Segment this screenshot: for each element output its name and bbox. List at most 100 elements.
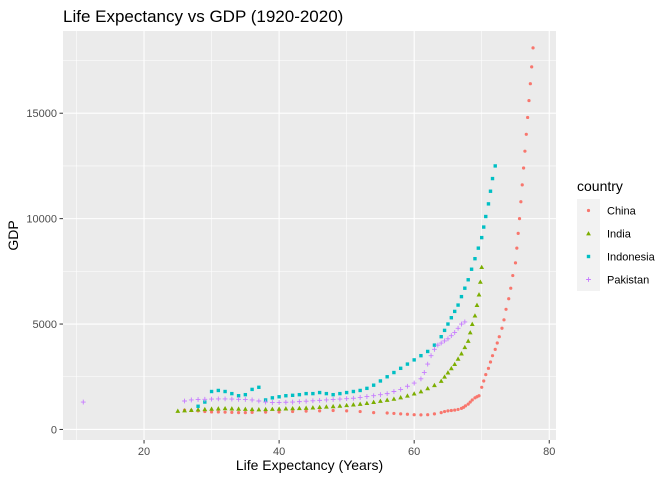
series-india	[175, 264, 485, 413]
data-point	[442, 374, 447, 379]
legend-label: India	[607, 229, 632, 241]
data-point	[477, 394, 481, 398]
data-point	[482, 225, 486, 229]
data-point	[230, 410, 234, 414]
data-point	[269, 406, 275, 411]
data-point	[504, 307, 508, 311]
data-point	[442, 338, 447, 344]
data-point	[385, 375, 389, 379]
data-point	[425, 361, 431, 367]
legend-label: China	[607, 206, 637, 218]
data-point	[216, 410, 220, 414]
data-point	[392, 411, 396, 416]
data-point	[462, 344, 468, 350]
data-point	[530, 65, 534, 69]
data-point	[469, 321, 475, 326]
data-point	[236, 396, 241, 402]
data-point	[425, 385, 431, 391]
data-point	[448, 365, 454, 371]
x-tick-label: 40	[273, 446, 285, 458]
data-point	[419, 413, 423, 417]
data-point	[509, 286, 513, 290]
data-point	[371, 383, 376, 387]
axis-ticks: 20 40 60 80 0 5000 10000 15000	[26, 108, 555, 458]
data-point	[480, 385, 484, 389]
data-point	[523, 149, 527, 153]
data-point	[297, 392, 302, 397]
data-point	[462, 319, 468, 325]
data-point	[337, 403, 343, 408]
data-point	[270, 396, 275, 400]
data-point	[426, 413, 430, 417]
data-point	[242, 397, 248, 402]
data-point	[304, 409, 308, 413]
data-point	[456, 407, 460, 412]
data-point	[449, 316, 454, 320]
data-point	[418, 389, 424, 394]
data-point	[519, 200, 523, 204]
data-point	[468, 400, 472, 404]
data-point	[296, 399, 302, 405]
data-point	[466, 402, 470, 406]
data-point	[490, 354, 495, 358]
x-tick-label: 80	[543, 446, 555, 458]
data-point	[243, 410, 247, 415]
data-point	[290, 399, 296, 405]
data-point	[338, 391, 342, 396]
data-points	[80, 46, 535, 417]
data-point	[479, 264, 485, 270]
data-point	[421, 370, 427, 375]
data-point	[469, 267, 474, 271]
data-point	[432, 412, 437, 416]
data-point	[419, 353, 423, 358]
data-point	[476, 246, 481, 250]
data-point	[455, 356, 461, 361]
data-point	[405, 412, 410, 416]
data-point	[358, 388, 362, 393]
data-point	[242, 406, 248, 411]
data-point	[291, 409, 295, 414]
data-point	[477, 279, 483, 284]
data-point	[264, 410, 268, 414]
y-tick-label: 0	[51, 424, 57, 436]
data-point	[476, 292, 482, 297]
data-point	[263, 406, 269, 412]
data-point	[378, 392, 383, 398]
data-point	[484, 214, 488, 219]
data-point	[466, 278, 470, 282]
data-point	[276, 406, 282, 411]
data-point	[229, 396, 235, 402]
data-point	[276, 400, 282, 405]
data-point	[357, 401, 363, 406]
data-point	[473, 256, 477, 261]
data-point	[358, 409, 362, 414]
data-point	[243, 392, 248, 397]
data-point	[411, 391, 417, 396]
data-point	[182, 408, 187, 413]
data-point	[283, 399, 289, 405]
data-point	[488, 360, 493, 364]
legend-item-pakistan: Pakistan	[577, 268, 649, 291]
series-indonesia	[196, 164, 497, 408]
data-point	[456, 303, 460, 307]
data-point	[236, 410, 241, 415]
data-point	[520, 183, 524, 187]
chart-title: Life Expectancy vs GDP (1920-2020)	[63, 7, 343, 26]
data-point	[250, 410, 254, 414]
data-point	[257, 385, 261, 389]
data-point	[515, 246, 519, 250]
data-point	[418, 376, 424, 382]
data-point	[452, 309, 457, 314]
data-point	[284, 394, 288, 398]
data-point	[344, 396, 350, 402]
data-point	[311, 391, 315, 396]
data-point	[531, 46, 535, 50]
data-point	[263, 399, 269, 405]
data-point	[445, 336, 451, 342]
data-point	[412, 358, 416, 362]
data-point	[345, 409, 349, 413]
data-point	[463, 286, 467, 290]
data-point	[412, 413, 416, 417]
data-point	[215, 406, 221, 411]
data-point	[428, 353, 434, 359]
